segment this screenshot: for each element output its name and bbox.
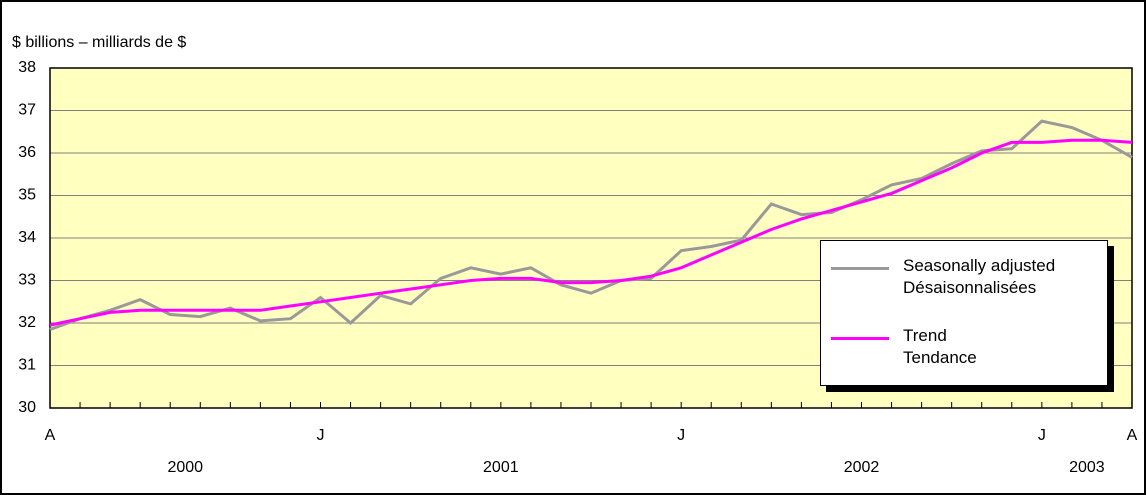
legend: Seasonally adjusted Désaisonnalisées Tren… [820,240,1108,386]
y-tick-label: 36 [18,144,36,161]
legend-swatch [831,337,889,340]
y-tick-label: 35 [18,187,36,204]
year-label: 2002 [844,459,880,476]
legend-item: Trend Tendance [831,325,977,369]
legend-label: Trend Tendance [903,326,977,367]
y-axis-label: $ billions – milliards de $ [12,34,186,51]
legend-label: Seasonally adjusted Désaisonnalisées [903,256,1056,297]
x-tick-label: A [1127,427,1138,444]
year-label: 2001 [483,459,519,476]
legend-item: Seasonally adjusted Désaisonnalisées [831,255,1055,299]
x-tick-label: J [317,427,325,444]
y-tick-label: 38 [18,59,36,76]
y-tick-label: 30 [18,399,36,416]
legend-swatch [831,267,889,270]
x-tick-label: J [1038,427,1046,444]
series-line [49,138,1133,327]
y-tick-label: 37 [18,102,36,119]
y-tick-label: 32 [18,314,36,331]
year-label: 2003 [1069,459,1105,476]
y-tick-label: 34 [18,229,36,246]
x-tick-label: A [45,427,56,444]
y-tick-label: 31 [18,357,36,374]
x-tick-label: J [677,427,685,444]
series-line [49,119,1133,331]
year-label: 2000 [167,459,203,476]
y-tick-label: 33 [18,272,36,289]
